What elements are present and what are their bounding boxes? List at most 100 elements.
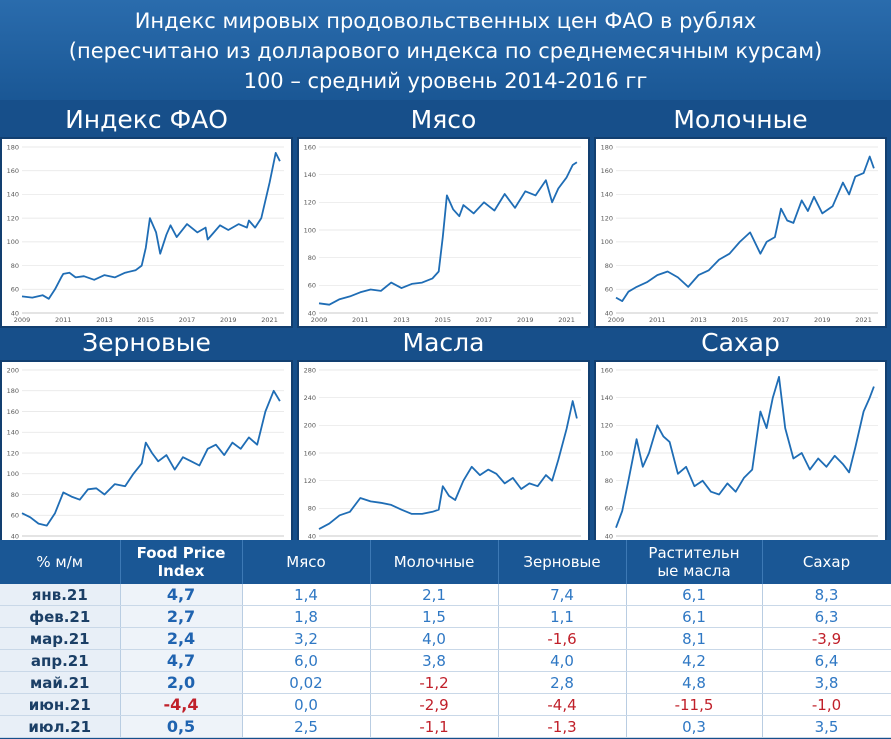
chart-title-dairy: Молочные: [673, 105, 808, 134]
value-cell: -1,1: [370, 715, 499, 738]
y-tick-label: 140: [601, 394, 613, 402]
value-cell: 0,5: [120, 715, 243, 738]
header-cell-vegetable-oils: Растительн ые масла: [626, 540, 763, 584]
series-line: [615, 375, 875, 529]
table-row: июн.21 -4,4 0,0 -2,9 -4,4 -11,5 -1,0: [0, 693, 891, 716]
table-row: мар.21 2,4 3,2 4,0 -1,6 8,1 -3,9: [0, 627, 891, 650]
header-cell: Молочные: [370, 540, 499, 584]
x-tick-label: 2015: [732, 316, 749, 324]
y-tick-label: 160: [304, 449, 316, 457]
line-chart-cereals: 4060801001201401601802002009201120132015…: [7, 366, 284, 547]
y-tick-label: 120: [304, 477, 316, 485]
y-tick-label: 280: [304, 366, 316, 374]
monthly-change-table-wrap: % м/м Food Price Index Мясо Молочные Зерновые…: [0, 540, 891, 739]
chart-panel-fao-index: Индекс ФАО 40 60 80 100 120 140 160 180 2009 2011 2…: [0, 104, 293, 328]
value-cell: -1,6: [498, 627, 627, 650]
value-cell: 6,1: [626, 584, 763, 606]
y-tick-label: 200: [304, 422, 316, 430]
value-cell: 0,0: [242, 693, 371, 716]
y-tick-label: 60: [605, 286, 613, 294]
value-cell: 0,02: [242, 671, 371, 694]
header-title-line-1: Индекс мировых продовольственных цен ФАО…: [134, 9, 757, 33]
value-cell: 4,2: [626, 649, 763, 672]
chart-panel-cereals: Зерновые40608010012014016018020020092011…: [0, 327, 293, 551]
header-title-line-2: (пересчитано из долларового индекса по с…: [68, 39, 823, 63]
y-tick-label: 160: [304, 143, 316, 151]
y-tick-label: 240: [304, 394, 316, 402]
y-tick-label: 80: [11, 491, 19, 499]
month-cell: фев.21: [0, 605, 121, 628]
value-cell: 1,5: [370, 605, 499, 628]
series-line: [21, 151, 281, 300]
y-tick-label: 140: [304, 171, 316, 179]
y-tick-label: 60: [308, 282, 316, 290]
line-chart-sugar: 4060801001201401602009201120132015201720…: [601, 366, 878, 547]
line-chart-meat: 40 60 80 100 120 140 160 2009 2011 2013 2015 2017 20…: [304, 143, 581, 324]
x-tick-label: 2011: [352, 316, 369, 324]
value-cell: 6,1: [626, 605, 763, 628]
table-row: фев.21 2,7 1,8 1,5 1,1 6,1 6,3: [0, 605, 891, 628]
y-tick-label: 80: [605, 477, 613, 485]
value-cell: 3,8: [370, 649, 499, 672]
chart-title-meat: Мясо: [410, 105, 477, 134]
line-chart-fao-index: 40 60 80 100 120 140 160 180 2009 2011 2013 2015 201…: [7, 143, 284, 324]
value-cell: 2,5: [242, 715, 371, 738]
month-cell: янв.21: [0, 584, 121, 606]
y-tick-label: 60: [605, 505, 613, 513]
chart-panel-meat: Мясо 40 60 80 100 120 140 160 2009 2011 2013 2015 20…: [297, 104, 590, 328]
y-tick-label: 120: [304, 199, 316, 207]
y-tick-label: 40: [308, 532, 316, 540]
y-tick-label: 200: [7, 366, 19, 374]
table-row: июл.21 0,5 2,5 -1,1 -1,3 0,3 3,5: [0, 715, 891, 738]
value-cell: 6,0: [242, 649, 371, 672]
y-tick-label: 60: [11, 512, 19, 520]
chart-title-cereals: Зерновые: [82, 328, 211, 357]
y-tick-label: 40: [308, 309, 316, 317]
x-tick-label: 2015: [435, 316, 452, 324]
y-tick-label: 160: [601, 167, 613, 175]
header-cell-food-price-index: Food Price Index: [120, 540, 243, 584]
y-tick-label: 80: [11, 262, 19, 270]
value-cell: 2,4: [120, 627, 243, 650]
y-tick-label: 120: [601, 422, 613, 430]
y-tick-label: 80: [308, 505, 316, 513]
value-cell: 2,1: [370, 584, 499, 606]
y-tick-label: 80: [308, 254, 316, 262]
month-cell: апр.21: [0, 649, 121, 672]
value-cell: 0,3: [626, 715, 763, 738]
y-tick-label: 100: [601, 449, 613, 457]
chart-title-sugar: Сахар: [701, 328, 780, 357]
y-tick-label: 140: [601, 191, 613, 199]
value-cell: 4,7: [120, 649, 243, 672]
table-header-row: % м/м Food Price Index Мясо Молочные Зерновые…: [0, 540, 891, 584]
value-cell: 3,5: [762, 715, 891, 738]
value-cell: 2,8: [498, 671, 627, 694]
header-line: Index: [157, 562, 205, 580]
x-tick-label: 2017: [476, 316, 493, 324]
header-cell: Зерновые: [498, 540, 627, 584]
y-tick-label: 100: [601, 238, 613, 246]
value-cell: 2,0: [120, 671, 243, 694]
series-line: [21, 389, 281, 527]
header-cell: Сахар: [762, 540, 891, 584]
value-cell: 6,3: [762, 605, 891, 628]
header-line: ые масла: [657, 562, 731, 580]
table-row: май.21 2,0 0,02 -1,2 2,8 4,8 3,8: [0, 671, 891, 694]
value-cell: 2,7: [120, 605, 243, 628]
y-tick-label: 100: [304, 226, 316, 234]
y-tick-label: 160: [7, 167, 19, 175]
series-line: [318, 161, 578, 306]
header-line: Растительн: [648, 544, 740, 562]
chart-panel-dairy: Молочные 40 60 80 100 120 140 160 180 2009 2011 201…: [594, 104, 887, 328]
x-tick-label: 2013: [393, 316, 410, 324]
x-tick-label: 2017: [179, 316, 196, 324]
line-chart-oils: 4080120160200240280200920112013201520172…: [304, 366, 581, 547]
value-cell: 4,0: [370, 627, 499, 650]
series-line: [615, 155, 875, 303]
line-chart-dairy: 40 60 80 100 120 140 160 180 2009 2011 2013 2015 201…: [601, 143, 878, 324]
series-line: [318, 400, 578, 530]
value-cell: 4,8: [626, 671, 763, 694]
y-tick-label: 180: [601, 143, 613, 151]
monthly-change-table: % м/м Food Price Index Мясо Молочные Зерновые…: [0, 540, 891, 738]
chart-panel-sugar: Сахар40608010012014016020092011201320152…: [594, 327, 887, 551]
